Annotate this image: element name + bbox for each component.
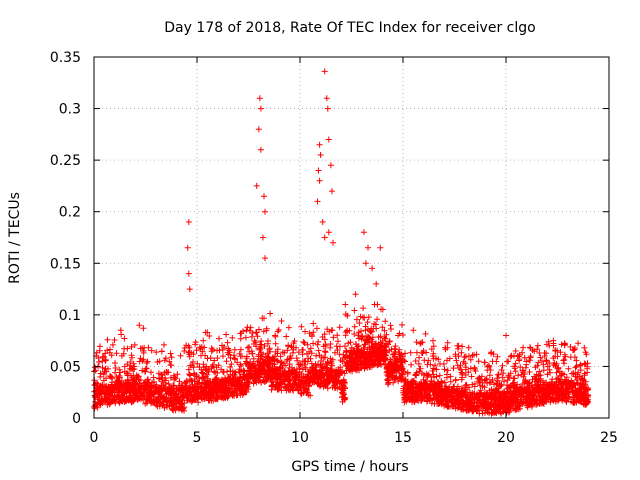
x-axis-label: GPS time / hours: [291, 459, 408, 475]
y-tick-label: 0: [72, 411, 81, 427]
plot-frame: [93, 56, 610, 419]
y-tick-label: 0.3: [59, 102, 81, 118]
roti-data-markers: [91, 68, 592, 417]
x-tick-label: 0: [90, 430, 99, 446]
axis-ticks: 0 5 10 15 20 25 0 0.05 0.1 0.15 0.2 0.25 0.3 0.35: [50, 50, 618, 446]
y-tick-label: 0.35: [50, 50, 81, 66]
y-tick-label: 0.05: [50, 359, 81, 375]
y-axis-label: ROTI / TECUs: [7, 192, 23, 284]
y-tick-label: 0.2: [59, 205, 81, 221]
x-tick-label: 20: [497, 430, 515, 446]
y-tick-label: 0.25: [50, 153, 81, 169]
x-tick-label: 15: [394, 430, 412, 446]
y-tick-label: 0.1: [59, 308, 81, 324]
grid-lines: [94, 57, 609, 418]
x-tick-label: 10: [291, 430, 309, 446]
y-tick-label: 0.15: [50, 256, 81, 272]
chart-title: Day 178 of 2018, Rate Of TEC Index for r…: [164, 20, 535, 36]
x-tick-label: 25: [600, 430, 618, 446]
data-points: [91, 68, 592, 417]
x-tick-label: 5: [193, 430, 202, 446]
